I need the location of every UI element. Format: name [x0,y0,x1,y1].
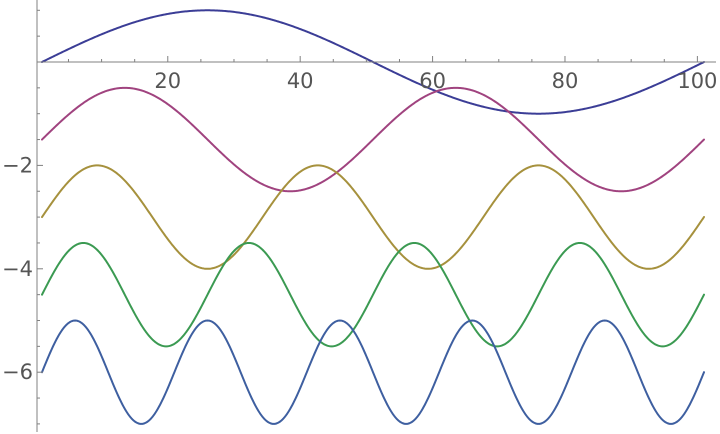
x-tick-label: 20 [154,69,181,93]
series-line-4 [41,241,705,348]
series-line-3 [41,164,705,270]
y-tick-label: −6 [2,360,33,384]
x-tick-label: 40 [287,69,314,93]
series-line-5 [41,319,705,425]
y-ticks: −2 −4 −6 [2,9,43,425]
y-tick-label: −2 [2,153,33,177]
axes-layer [36,0,716,432]
y-tick-label: −4 [2,257,33,281]
x-ticks: 20 40 60 80 100 [67,56,717,93]
series-line-2 [41,86,705,193]
series-layer [41,9,705,425]
x-tick-label: 100 [677,69,717,93]
x-tick-label: 80 [552,69,579,93]
x-tick-label: 60 [419,69,446,93]
